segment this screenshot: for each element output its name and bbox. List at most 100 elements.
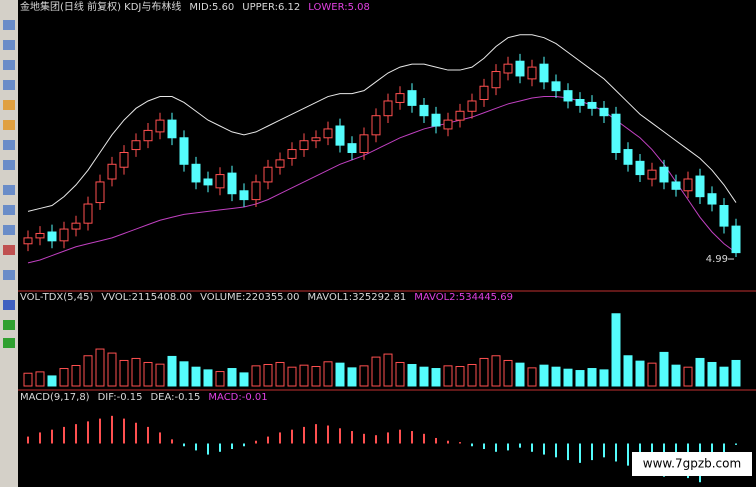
panel-header: MAVOL1:325292.81 xyxy=(307,292,406,303)
volume-bar xyxy=(107,352,117,387)
candle-body xyxy=(587,101,597,109)
volume-bar xyxy=(575,370,585,387)
candle-body xyxy=(107,163,117,180)
volume-bar xyxy=(707,361,717,387)
volume-bar xyxy=(527,367,537,387)
candle-body xyxy=(179,137,189,165)
candle-body xyxy=(263,166,273,183)
candle-body xyxy=(659,166,669,183)
volume-bar xyxy=(467,363,477,387)
volume-bar xyxy=(35,371,45,387)
volume-bar xyxy=(191,366,201,387)
volume-bar xyxy=(359,365,369,387)
volume-bar xyxy=(503,359,513,387)
candle-body xyxy=(131,140,141,151)
volume-bar xyxy=(731,359,741,387)
volume-bar xyxy=(239,372,249,387)
candle-body xyxy=(515,60,525,77)
overlay-line xyxy=(27,34,737,212)
volume-bar xyxy=(23,372,33,387)
candle-body xyxy=(119,152,129,168)
volume-bar xyxy=(71,365,81,387)
volume-bar xyxy=(131,357,141,387)
panel-header: MID:5.60 xyxy=(189,2,234,13)
volume-bar xyxy=(623,355,633,387)
candle-body xyxy=(455,110,465,121)
candle-body xyxy=(407,90,417,106)
candle-body xyxy=(347,143,357,154)
panel-header: MACD(9,17,8) xyxy=(20,392,90,403)
panel-header: VVOL:2115408.00 xyxy=(101,292,192,303)
volume-bar xyxy=(683,366,693,387)
candle-body xyxy=(731,225,741,254)
candle-body xyxy=(479,85,489,100)
volume-bar xyxy=(143,361,153,387)
volume-bar xyxy=(227,368,237,387)
low-label: 4.99 xyxy=(706,254,728,265)
candle-body xyxy=(551,81,561,92)
volume-bar xyxy=(611,313,621,387)
candle-body xyxy=(23,237,33,245)
candle-body xyxy=(563,90,573,102)
candle-body xyxy=(671,181,681,190)
volume-bar xyxy=(635,360,645,387)
panel-header: LOWER:5.08 xyxy=(308,2,370,13)
panel-header: 金地集团(日线 前复权) KDJ与布林线 xyxy=(20,0,181,13)
volume-bar xyxy=(587,368,597,387)
candle-body xyxy=(35,232,45,239)
candle-body xyxy=(599,107,609,117)
volume-bar xyxy=(167,355,177,387)
volume-bar xyxy=(371,356,381,387)
volume-bar xyxy=(287,366,297,387)
panel-header: MACD:-0.01 xyxy=(208,392,267,403)
candle-body xyxy=(59,228,69,242)
panel-header: UPPER:6.12 xyxy=(242,2,300,13)
volume-bar xyxy=(203,369,213,387)
candle-body xyxy=(239,190,249,201)
volume-bar xyxy=(275,361,285,387)
candle-body xyxy=(215,174,225,189)
candle-body xyxy=(359,134,369,153)
candle-body xyxy=(431,113,441,127)
toolbar xyxy=(0,0,18,487)
candle-body xyxy=(491,71,501,89)
volume-bar xyxy=(47,375,57,387)
volume-bar xyxy=(347,367,357,387)
volume-bar xyxy=(299,364,309,387)
candle-body xyxy=(443,119,453,130)
volume-bar xyxy=(539,364,549,387)
candle-body xyxy=(695,175,705,198)
candle-body xyxy=(311,137,321,142)
volume-bar xyxy=(179,361,189,387)
candle-body xyxy=(335,125,345,146)
volume-bar xyxy=(563,368,573,387)
candle-body xyxy=(719,205,729,227)
candle-body xyxy=(323,128,333,139)
candle-body xyxy=(395,93,405,103)
panel-header: VOLUME:220355.00 xyxy=(200,292,299,303)
volume-bar xyxy=(407,363,417,387)
volume-bar xyxy=(551,366,561,387)
volume-bar xyxy=(155,363,165,387)
volume-bar xyxy=(263,363,273,387)
volume-bar xyxy=(479,357,489,387)
candle-body xyxy=(167,119,177,139)
candle-body xyxy=(227,172,237,195)
volume-bar xyxy=(431,368,441,387)
volume-bar xyxy=(647,362,657,387)
volume-bar xyxy=(311,366,321,387)
volume-bar xyxy=(599,369,609,387)
volume-bar xyxy=(119,359,129,387)
candle-body xyxy=(251,181,261,201)
volume-bar xyxy=(695,357,705,387)
candle-body xyxy=(707,193,717,205)
candle-body xyxy=(47,231,57,242)
candle-body xyxy=(83,203,93,224)
candle-body xyxy=(683,178,693,192)
volume-bar xyxy=(83,355,93,387)
volume-bar xyxy=(719,366,729,387)
candle-body xyxy=(383,100,393,117)
volume-bar xyxy=(251,365,261,387)
